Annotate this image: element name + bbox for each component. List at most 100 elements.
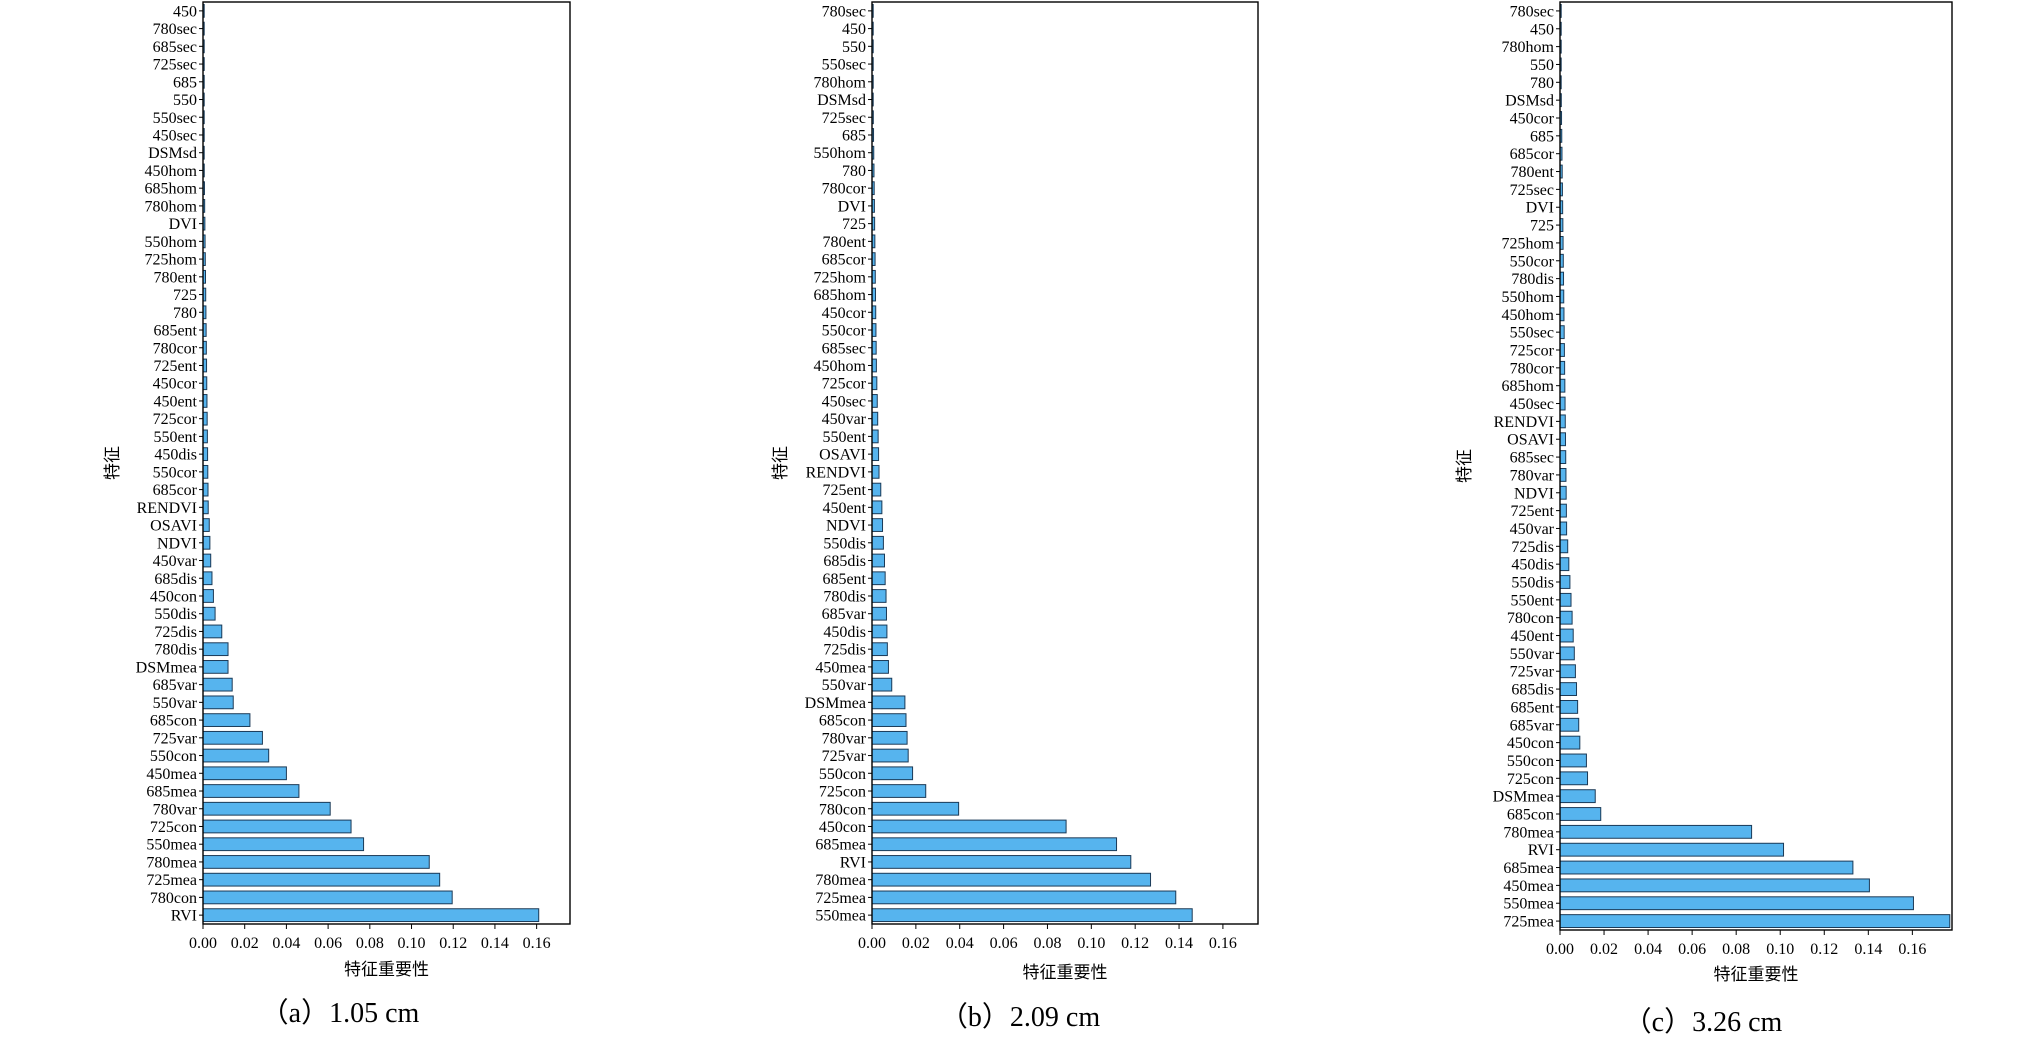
bar-550dis xyxy=(871,535,884,550)
y-tick-label: 725sec xyxy=(822,110,866,127)
y-tick-label: 685var xyxy=(822,606,867,623)
bar-780con xyxy=(871,801,960,816)
x-tick-label: 0.04 xyxy=(272,935,300,952)
bar-NDVI xyxy=(1559,485,1567,500)
y-tick-label: 780 xyxy=(1530,75,1554,92)
panel-c: 780sec450780hom550780DSMsd450cor685685co… xyxy=(1455,1,1953,1038)
x-tick-label: 0.00 xyxy=(858,935,886,952)
y-tick-label: 725ent xyxy=(1510,503,1554,520)
bar-RVI xyxy=(202,908,540,923)
y-tick-label: 550mea xyxy=(146,837,197,854)
y-tick-label: 450sec xyxy=(1510,396,1554,413)
y-tick-label: 780 xyxy=(842,163,866,180)
bar-550dis xyxy=(1559,575,1571,589)
y-tick-label: 450var xyxy=(822,411,867,428)
bar-685con xyxy=(1559,807,1602,821)
y-tick-label: 550hom xyxy=(814,145,867,162)
y-tick-label: 685hom xyxy=(814,287,867,304)
bar-685var xyxy=(871,606,887,621)
bar-550con xyxy=(202,748,270,763)
x-tick-label: 0.08 xyxy=(1033,935,1061,952)
bar-OSAVI xyxy=(1559,432,1567,447)
y-tick-label: 780 xyxy=(173,305,197,322)
bar-550dis xyxy=(202,606,216,621)
y-tick-label: 725sec xyxy=(1510,182,1554,199)
y-tick-label: 685con xyxy=(1507,807,1554,824)
y-tick-label: 685sec xyxy=(1510,450,1554,467)
x-axis-label: 特征重要性 xyxy=(344,960,429,980)
y-tick-label: 450 xyxy=(173,3,197,20)
bar-780var xyxy=(1559,467,1567,482)
y-tick-label: NDVI xyxy=(1514,485,1554,502)
x-tick-label: 0.10 xyxy=(1766,941,1794,958)
bar-780var xyxy=(202,801,331,816)
x-tick-label: 0.16 xyxy=(1898,941,1926,958)
y-tick-label: 550dis xyxy=(154,606,197,623)
y-tick-label: 725 xyxy=(173,287,197,304)
y-tick-label: 685cor xyxy=(822,252,867,269)
y-tick-label: 685mea xyxy=(815,837,866,854)
y-tick-label: 685ent xyxy=(153,323,197,340)
y-tick-label: 725var xyxy=(822,748,867,765)
y-tick-label: 685ent xyxy=(822,571,866,588)
y-tick-label: 550con xyxy=(150,748,197,765)
bar-725dis xyxy=(871,642,888,657)
y-tick-label: 780cor xyxy=(1510,360,1555,377)
x-tick-label: 0.00 xyxy=(1546,941,1574,958)
y-tick-label: 450ent xyxy=(1510,628,1554,645)
y-tick-label: 780con xyxy=(819,801,866,818)
y-tick-label: 550ent xyxy=(822,429,866,446)
bar-685sec xyxy=(1559,450,1567,465)
y-tick-label: 685 xyxy=(842,127,866,144)
panel-caption: （a）1.05 cm xyxy=(261,997,420,1029)
bar-550var xyxy=(871,677,893,692)
bar-450mea xyxy=(202,766,287,781)
x-tick-label: 0.00 xyxy=(189,935,217,952)
bar-685mea xyxy=(1559,860,1854,875)
bar-725mea xyxy=(202,872,441,887)
bar-RVI xyxy=(1559,842,1785,857)
bar-450con xyxy=(871,819,1067,834)
y-tick-label: 725mea xyxy=(1503,914,1554,931)
y-tick-label: OSAVI xyxy=(1507,432,1554,449)
y-axis-label: 特征 xyxy=(1455,449,1475,483)
y-tick-label: 550 xyxy=(1530,57,1554,74)
y-tick-label: DSMsd xyxy=(1505,93,1554,110)
y-tick-label: RENDVI xyxy=(137,500,197,517)
y-tick-label: DSMsd xyxy=(817,92,866,109)
bar-780con xyxy=(202,890,453,905)
y-tick-label: 450 xyxy=(1530,21,1554,38)
y-tick-label: 450var xyxy=(1510,521,1555,538)
x-tick-label: 0.08 xyxy=(356,935,384,952)
bar-450var xyxy=(202,553,212,568)
y-tick-label: 780sec xyxy=(1510,3,1554,20)
x-tick-label: 0.06 xyxy=(314,935,342,952)
bar-685dis xyxy=(202,571,213,586)
y-tick-label: 450mea xyxy=(1503,878,1554,895)
bar-780mea xyxy=(1559,824,1753,839)
bar-725mea xyxy=(871,890,1177,905)
bar-780con xyxy=(1559,610,1573,625)
y-tick-label: 685mea xyxy=(146,784,197,801)
y-tick-label: 550sec xyxy=(1510,325,1554,342)
bar-RENDVI xyxy=(202,500,209,515)
bar-550mea xyxy=(1559,896,1914,911)
y-tick-label: 685hom xyxy=(1502,378,1555,395)
x-tick-label: 0.12 xyxy=(1810,941,1838,958)
bar-780var xyxy=(871,730,908,745)
x-tick-label: 0.14 xyxy=(1854,941,1882,958)
x-tick-label: 0.02 xyxy=(231,935,259,952)
y-tick-label: 780hom xyxy=(1502,39,1555,56)
bar-725dis xyxy=(202,624,223,639)
panel-a: 450780sec685sec725sec685550550sec450secD… xyxy=(103,1,571,1029)
y-tick-label: 780con xyxy=(1507,610,1554,627)
y-tick-label: DSMmea xyxy=(805,695,866,712)
y-tick-label: DSMmea xyxy=(1493,789,1554,806)
plot-frame xyxy=(202,1,571,925)
bar-450dis xyxy=(1559,557,1570,572)
bar-OSAVI xyxy=(871,447,880,462)
bar-DSMmea xyxy=(871,695,906,710)
y-tick-label: 550con xyxy=(1507,753,1554,770)
bar-RENDVI xyxy=(1559,414,1566,429)
